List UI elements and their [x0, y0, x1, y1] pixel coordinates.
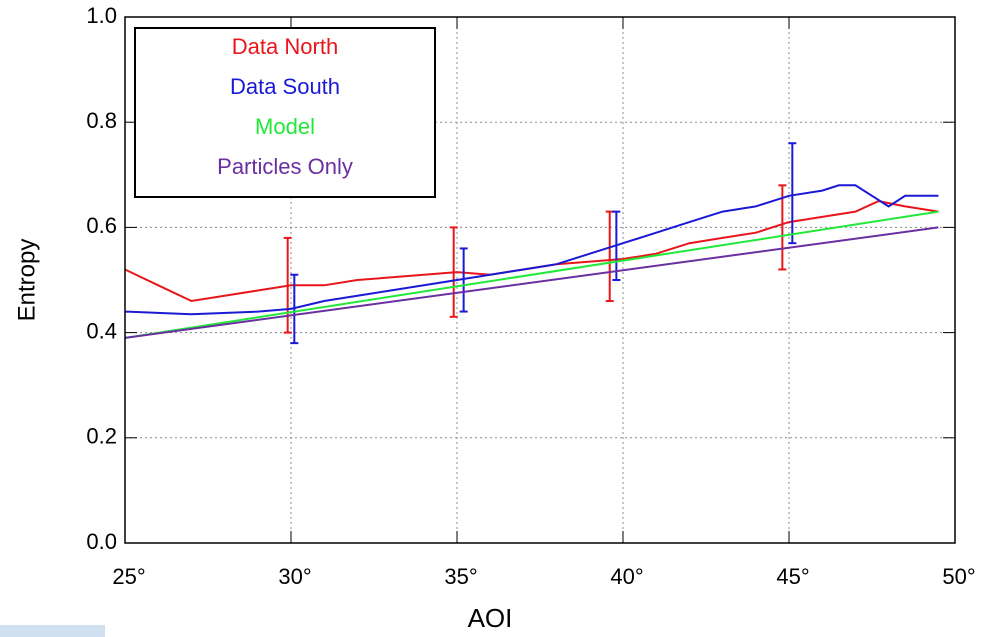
y-tick-label: 1.0	[86, 3, 117, 28]
y-tick-label: 0.6	[86, 213, 117, 238]
x-tick-label: 45°	[776, 564, 809, 589]
error-bar	[283, 236, 292, 334]
legend-label: Data South	[230, 74, 340, 99]
x-axis-label: AOI	[468, 603, 513, 633]
legend-label: Model	[255, 114, 315, 139]
error-bar	[605, 210, 614, 303]
y-tick-label: 0.0	[86, 529, 117, 554]
legend-box	[134, 27, 436, 198]
error-bar	[459, 247, 468, 313]
series-line	[124, 210, 939, 339]
error-bar	[290, 273, 299, 345]
legend-label: Data North	[232, 34, 338, 59]
decoration	[0, 625, 105, 637]
x-tick-label: 25°	[112, 564, 145, 589]
y-axis-label: Entropy	[13, 239, 40, 322]
series-line	[124, 200, 939, 303]
series-line	[124, 226, 939, 339]
plot-frame	[124, 16, 956, 544]
x-tick-label: 40°	[610, 564, 643, 589]
error-bar	[788, 142, 797, 245]
error-bar	[449, 226, 458, 318]
y-tick-label: 0.2	[86, 424, 117, 449]
x-tick-label: 35°	[444, 564, 477, 589]
error-bar	[612, 210, 621, 281]
legend-label: Particles Only	[217, 154, 353, 179]
series-line	[124, 184, 939, 316]
y-tick-label: 0.8	[86, 108, 117, 133]
x-tick-label: 30°	[278, 564, 311, 589]
x-tick-label: 50°	[942, 564, 975, 589]
error-bar	[778, 184, 787, 271]
y-tick-label: 0.4	[86, 318, 117, 343]
